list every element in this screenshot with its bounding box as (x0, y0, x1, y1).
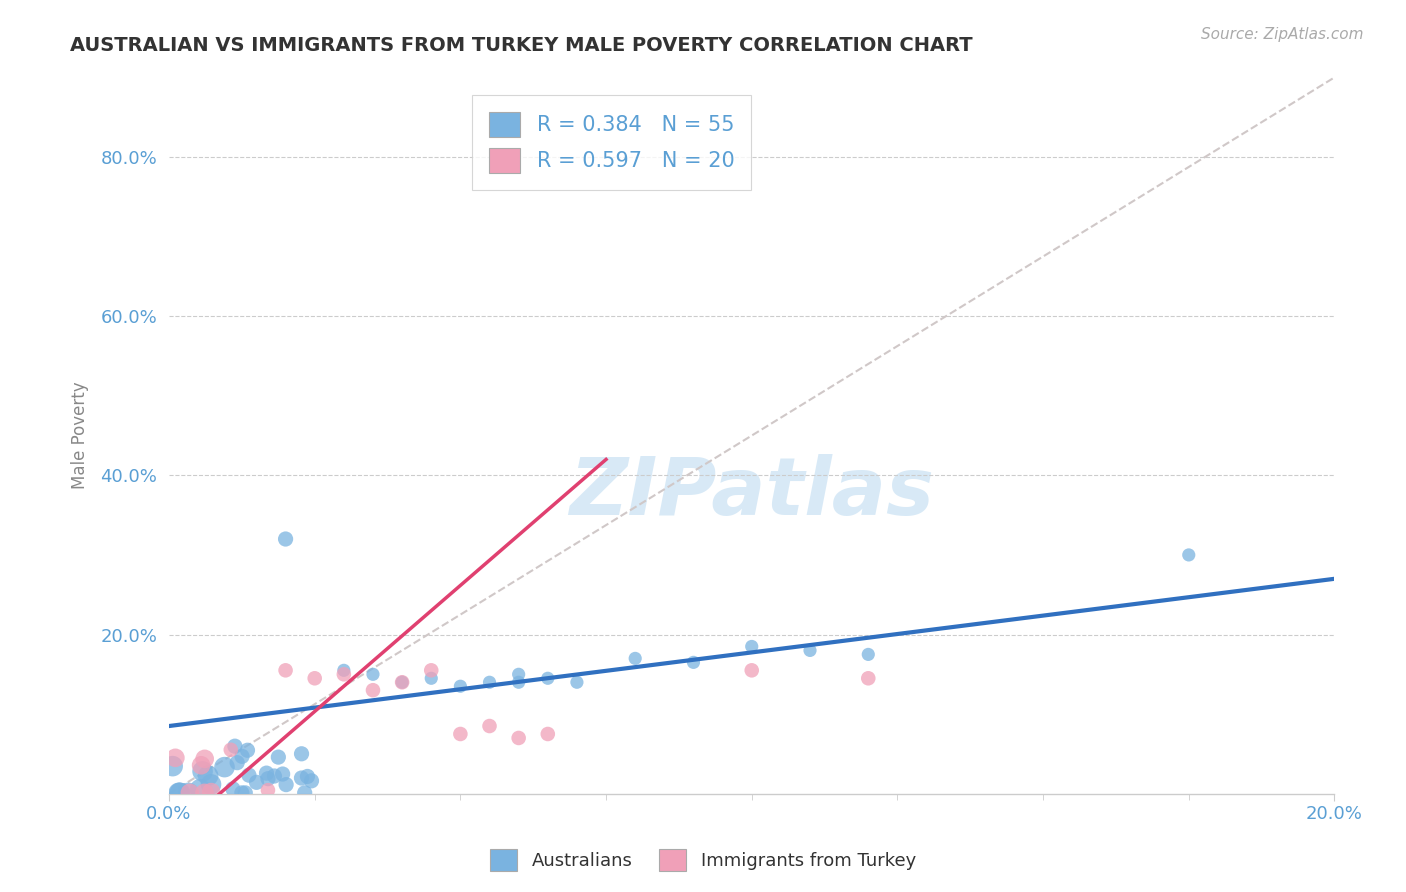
Point (858, 671, 880, 685)
Point (361, 683, 384, 698)
Point (226, 756, 249, 770)
Point (799, 643, 821, 657)
Text: AUSTRALIAN VS IMMIGRANTS FROM TURKEY MALE POVERTY CORRELATION CHART: AUSTRALIAN VS IMMIGRANTS FROM TURKEY MAL… (70, 36, 973, 54)
Point (219, 743, 242, 757)
Point (200, 777, 222, 791)
Point (274, 778, 297, 792)
Point (478, 719, 501, 733)
Legend: R = 0.384   N = 55, R = 0.597   N = 20: R = 0.384 N = 55, R = 0.597 N = 20 (472, 95, 751, 190)
Point (167, 786, 190, 800)
Point (263, 769, 285, 783)
Point (224, 739, 246, 754)
Point (290, 771, 312, 785)
Point (537, 727, 560, 741)
Point (197, 769, 219, 783)
Point (449, 727, 471, 741)
Point (508, 731, 530, 745)
Text: ZIPatlas: ZIPatlas (569, 454, 934, 532)
Y-axis label: Male Poverty: Male Poverty (72, 382, 89, 490)
Point (304, 671, 326, 685)
Point (267, 750, 290, 764)
Point (1177, 548, 1199, 562)
Point (188, 782, 211, 797)
Point (858, 648, 880, 662)
Point (361, 667, 384, 681)
Point (214, 760, 236, 774)
Point (741, 640, 763, 654)
Point (333, 663, 356, 677)
Point (294, 786, 316, 800)
Point (274, 663, 297, 677)
Point (565, 675, 588, 690)
Point (190, 758, 212, 772)
Point (193, 786, 215, 800)
Point (238, 768, 260, 782)
Point (297, 769, 319, 783)
Point (169, 786, 191, 800)
Point (162, 759, 184, 773)
Point (233, 786, 256, 800)
Point (420, 663, 443, 677)
Point (256, 766, 278, 780)
Point (165, 751, 187, 765)
Point (231, 786, 253, 800)
Point (508, 675, 530, 690)
Point (301, 773, 323, 788)
Point (194, 752, 217, 766)
Point (741, 663, 763, 677)
Point (231, 749, 253, 764)
Point (290, 747, 312, 761)
Point (333, 667, 356, 681)
Text: Source: ZipAtlas.com: Source: ZipAtlas.com (1201, 27, 1364, 42)
Point (177, 786, 200, 800)
Point (478, 675, 501, 690)
Point (222, 781, 245, 796)
Point (271, 767, 294, 781)
Point (508, 667, 530, 681)
Point (449, 679, 471, 693)
Point (682, 656, 704, 670)
Point (245, 775, 267, 789)
Legend: Australians, Immigrants from Turkey: Australians, Immigrants from Turkey (482, 842, 924, 879)
Point (391, 675, 413, 690)
Point (257, 772, 280, 786)
Point (274, 532, 297, 546)
Point (169, 786, 191, 800)
Point (179, 786, 201, 800)
Point (191, 764, 214, 779)
Point (257, 783, 280, 797)
Point (200, 785, 222, 799)
Point (391, 675, 413, 690)
Point (624, 651, 647, 665)
Point (537, 671, 560, 685)
Point (236, 743, 259, 757)
Point (420, 671, 443, 685)
